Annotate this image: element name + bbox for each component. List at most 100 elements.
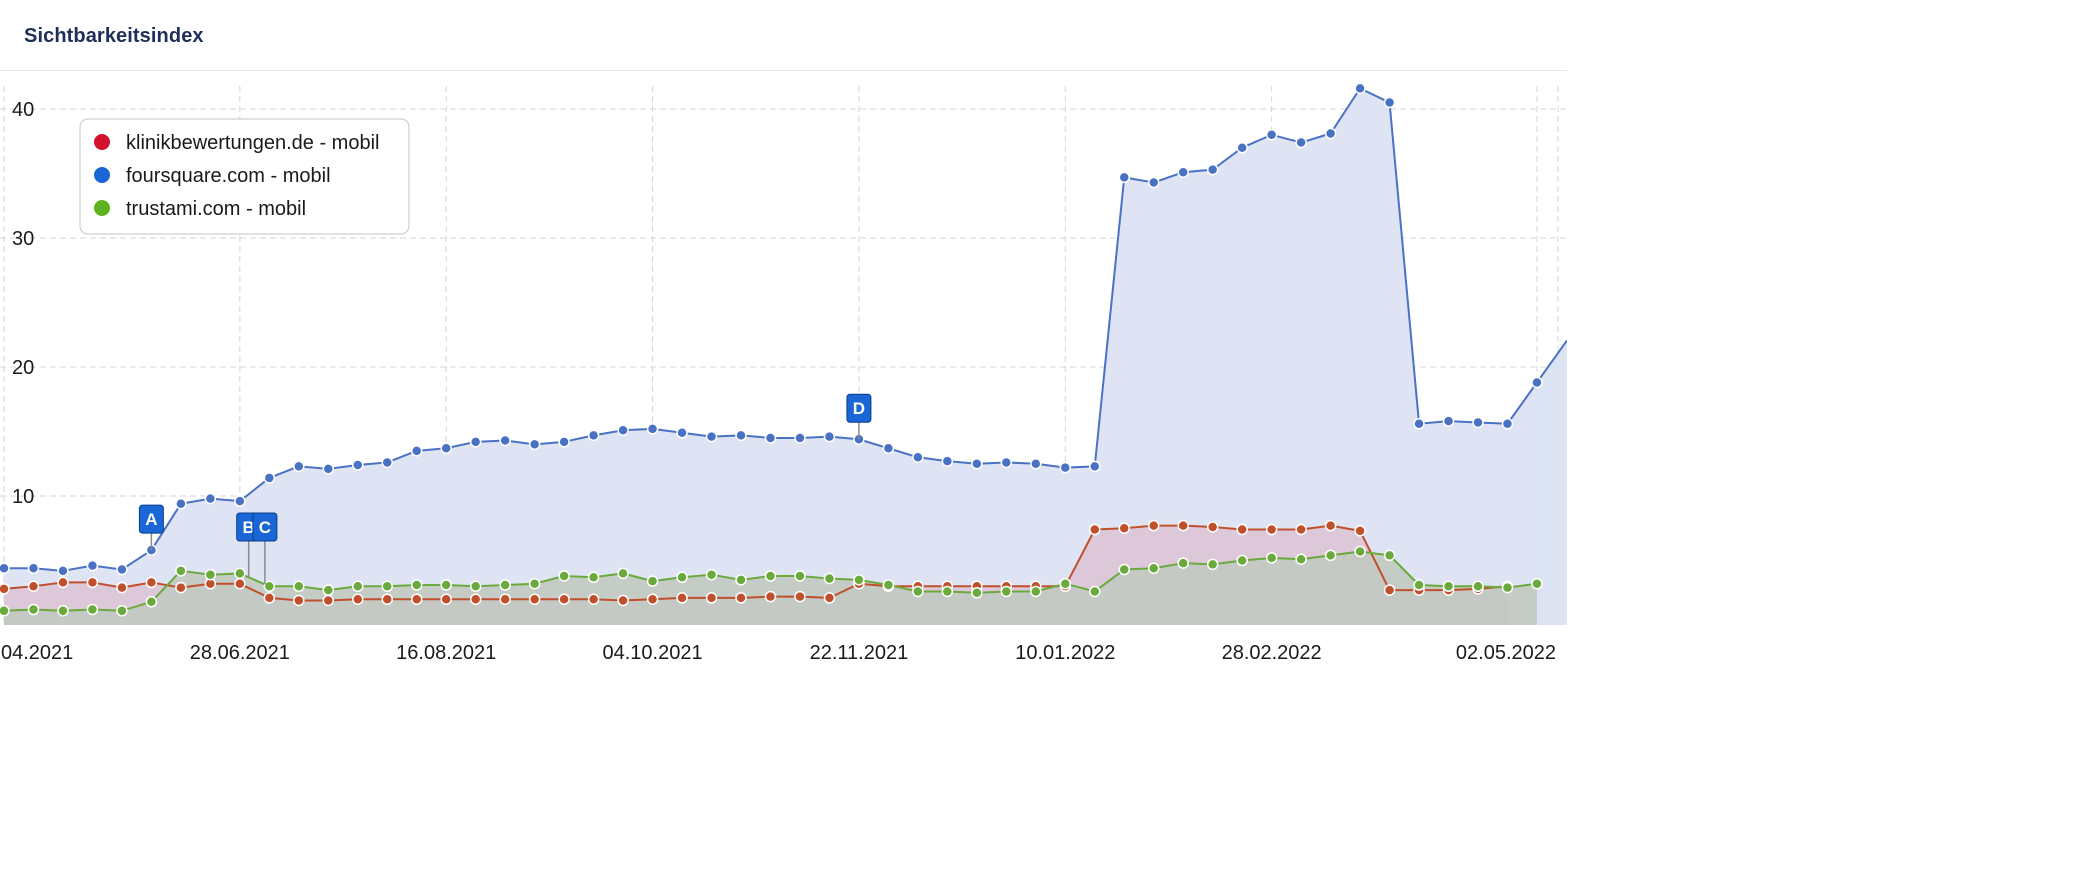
data-point[interactable] [764,432,777,444]
data-point[interactable] [204,568,217,581]
data-point[interactable] [86,576,99,589]
data-point[interactable] [263,580,276,593]
data-point[interactable] [116,581,128,594]
data-point[interactable] [1000,585,1013,598]
data-point[interactable] [263,592,276,604]
data-point[interactable] [293,594,305,607]
data-point[interactable] [0,562,10,574]
data-point[interactable] [882,579,895,591]
data-point[interactable] [587,571,600,584]
data-point[interactable] [941,585,954,598]
data-point[interactable] [617,424,629,436]
data-point[interactable] [469,436,482,448]
data-point[interactable] [1236,554,1248,567]
data-point[interactable] [1501,418,1514,430]
data-point[interactable] [410,579,423,591]
data-point[interactable] [469,593,482,605]
data-point[interactable] [322,584,335,596]
data-point[interactable] [1354,525,1366,537]
data-point[interactable] [1206,163,1219,176]
data-point[interactable] [263,472,276,484]
data-point[interactable] [440,579,452,591]
data-point[interactable] [1383,549,1396,562]
data-point[interactable] [587,593,600,605]
data-point[interactable] [1531,577,1543,590]
event-flag[interactable]: A [138,504,164,551]
data-point[interactable] [1177,557,1189,569]
data-point[interactable] [1030,458,1042,470]
data-point[interactable] [764,570,777,582]
data-point[interactable] [676,571,688,584]
data-point[interactable] [1206,521,1219,533]
data-point[interactable] [116,563,128,576]
data-point[interactable] [499,579,511,591]
data-point[interactable] [705,568,718,581]
data-point[interactable] [410,593,423,605]
data-point[interactable] [646,593,659,605]
data-point[interactable] [116,605,128,617]
data-point[interactable] [234,495,246,507]
data-point[interactable] [558,593,570,605]
data-point[interactable] [352,593,364,605]
data-point[interactable] [617,567,629,580]
data-point[interactable] [528,438,541,451]
data-point[interactable] [204,492,217,505]
data-point[interactable] [352,459,364,471]
data-point[interactable] [469,580,482,593]
legend[interactable]: klinikbewertungen.de - mobil foursquare.c… [79,118,410,235]
legend-item[interactable]: trustami.com - mobil [94,198,306,220]
data-point[interactable] [1295,523,1307,536]
data-point[interactable] [1324,549,1337,562]
data-point[interactable] [1000,456,1013,469]
data-point[interactable] [1413,579,1425,591]
data-point[interactable] [234,577,246,590]
data-point[interactable] [86,603,99,616]
data-point[interactable] [823,572,836,585]
data-point[interactable] [646,575,659,587]
data-point[interactable] [86,559,99,572]
data-point[interactable] [764,590,777,603]
data-point[interactable] [676,427,688,439]
data-point[interactable] [234,567,246,580]
data-point[interactable] [499,434,511,447]
data-point[interactable] [1177,166,1189,178]
data-point[interactable] [381,593,393,605]
data-point[interactable] [322,594,335,607]
data-point[interactable] [646,423,659,435]
data-point[interactable] [1147,562,1160,574]
data-point[interactable] [1059,461,1072,474]
data-point[interactable] [794,570,806,582]
data-point[interactable] [735,429,747,442]
data-point[interactable] [1265,552,1278,564]
event-flag[interactable]: C [252,512,278,585]
data-point[interactable] [912,585,924,598]
data-point[interactable] [823,430,836,443]
data-point[interactable] [1442,580,1455,593]
data-point[interactable] [1354,82,1366,95]
data-point[interactable] [705,592,718,604]
data-point[interactable] [705,430,718,443]
data-point[interactable] [440,593,452,605]
data-point[interactable] [381,456,393,469]
data-point[interactable] [27,603,40,616]
legend-item[interactable]: klinikbewertungen.de - mobil [94,132,379,154]
data-point[interactable] [971,587,983,599]
data-point[interactable] [175,565,187,577]
data-point[interactable] [293,580,305,593]
data-point[interactable] [1059,577,1072,590]
data-point[interactable] [587,429,600,442]
data-point[interactable] [0,583,10,595]
data-point[interactable] [410,445,423,457]
flag-box[interactable] [252,512,278,542]
data-point[interactable] [440,442,452,455]
data-point[interactable] [1147,519,1160,532]
data-point[interactable] [1295,136,1307,149]
data-point[interactable] [1383,584,1396,596]
data-point[interactable] [175,581,187,594]
data-point[interactable] [1354,545,1366,558]
data-point[interactable] [0,605,10,617]
data-point[interactable] [735,592,747,604]
data-point[interactable] [941,455,954,467]
legend-item[interactable]: foursquare.com - mobil [94,165,331,187]
data-point[interactable] [1324,519,1337,532]
